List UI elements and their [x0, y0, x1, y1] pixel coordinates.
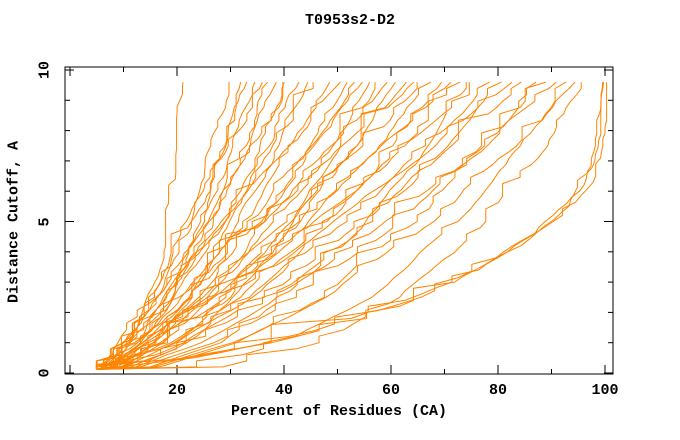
- y-axis-label-text: Distance Cutoff, A: [5, 140, 23, 304]
- model-curve: [96, 81, 461, 370]
- model-curve: [96, 82, 582, 370]
- y-tick-label: 5: [36, 216, 54, 227]
- plot-border: [64, 66, 614, 375]
- model-curve: [96, 81, 242, 370]
- x-tick-label: 20: [167, 382, 187, 399]
- x-tick-label: 80: [488, 382, 508, 399]
- model-curve: [96, 81, 396, 370]
- model-curve: [96, 81, 277, 370]
- model-curve: [97, 82, 604, 370]
- model-curve: [97, 82, 470, 370]
- y-tick-label: 0: [36, 368, 54, 378]
- model-curve: [96, 81, 502, 370]
- model-curve: [96, 81, 371, 370]
- model-curve: [96, 81, 248, 370]
- model-curve: [96, 82, 284, 370]
- model-curve: [96, 81, 452, 370]
- x-tick-label: 100: [591, 382, 619, 399]
- model-curve: [96, 82, 184, 370]
- y-tick-label: 10: [36, 60, 54, 80]
- model-curve: [96, 81, 269, 370]
- model-curve: [96, 81, 300, 370]
- model-curve: [96, 81, 331, 370]
- model-curve: [96, 81, 546, 370]
- model-curve: [96, 81, 263, 370]
- model-curve: [96, 82, 314, 370]
- model-curve: [96, 81, 576, 370]
- model-curve: [96, 81, 513, 370]
- model-curve: [96, 81, 348, 370]
- x-tick-label: 0: [65, 382, 75, 399]
- model-curve: [96, 82, 467, 370]
- x-axis-label: Percent of Residues (CA): [230, 403, 448, 420]
- model-curve: [96, 81, 341, 370]
- model-curve: [96, 81, 415, 370]
- model-curve: [96, 81, 443, 370]
- model-curve: [96, 82, 418, 370]
- model-curve: [96, 82, 376, 370]
- model-curve: [97, 81, 355, 370]
- model-curve: [96, 81, 522, 370]
- model-curve: [96, 82, 608, 370]
- model-curve: [96, 81, 490, 370]
- chart-title: T0953s2-D2: [304, 12, 395, 29]
- model-curves: [95, 81, 608, 370]
- model-curve: [97, 82, 230, 370]
- model-curve: [96, 81, 388, 370]
- model-curve: [97, 81, 567, 370]
- model-curve: [96, 81, 407, 370]
- model-curve: [95, 82, 604, 370]
- x-tick-label: 60: [381, 382, 401, 399]
- model-curve: [96, 81, 557, 370]
- model-curve: [96, 81, 363, 370]
- x-tick-label: 40: [274, 382, 294, 399]
